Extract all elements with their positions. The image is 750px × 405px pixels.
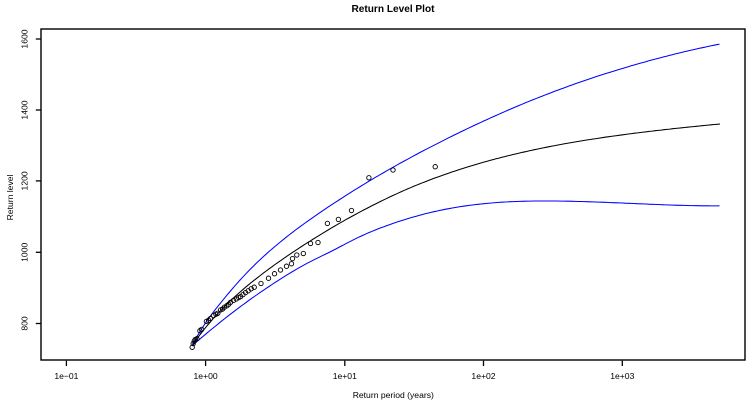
svg-text:1000: 1000 bbox=[20, 243, 30, 262]
svg-text:1400: 1400 bbox=[20, 100, 30, 119]
svg-text:Return level: Return level bbox=[5, 174, 15, 220]
svg-text:1e+00: 1e+00 bbox=[194, 371, 218, 381]
svg-text:800: 800 bbox=[20, 316, 30, 331]
svg-text:1e−01: 1e−01 bbox=[54, 371, 78, 381]
svg-text:1200: 1200 bbox=[20, 171, 30, 190]
svg-text:1e+03: 1e+03 bbox=[610, 371, 634, 381]
svg-text:1e+02: 1e+02 bbox=[471, 371, 495, 381]
svg-text:Return Level Plot: Return Level Plot bbox=[351, 4, 435, 15]
svg-text:Return period (years): Return period (years) bbox=[353, 390, 434, 400]
svg-text:1e+01: 1e+01 bbox=[333, 371, 357, 381]
svg-text:1600: 1600 bbox=[20, 29, 30, 48]
